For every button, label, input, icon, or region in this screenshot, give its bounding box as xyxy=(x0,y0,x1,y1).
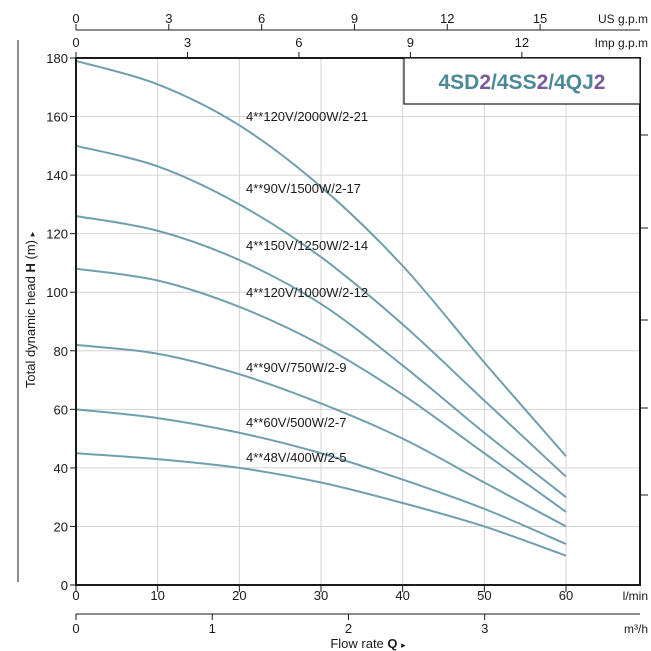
impgpm-tick-label: 0 xyxy=(72,35,79,50)
plot-frame xyxy=(75,57,641,586)
grid xyxy=(76,58,640,585)
lmin-tick-label: 50 xyxy=(477,588,491,603)
m3h-unit-label: m³/h xyxy=(624,622,648,636)
model-title-box: 4SD2/4SS2/4QJ2 xyxy=(403,57,641,105)
m3h-tick-label: 2 xyxy=(345,621,352,636)
curve-label: 4**48V/400W/2-5 xyxy=(246,450,346,465)
model-title-part: 2 xyxy=(537,71,549,94)
model-title-part: /4QJ xyxy=(548,71,594,94)
curve-6 xyxy=(75,408,567,545)
curve-3 xyxy=(75,215,567,498)
lmin-tick-label: 60 xyxy=(559,588,573,603)
labels: 4**120V/2000W/2-21 4**90V/1500W/2-17 4**15… xyxy=(46,11,648,636)
y-axis-title-prefix: Total dynamic head xyxy=(23,273,38,389)
impgpm-tick-label: 12 xyxy=(515,35,529,50)
model-title-frame xyxy=(403,57,641,105)
m3h-tick-label: 0 xyxy=(72,621,79,636)
y-tick-label: 140 xyxy=(46,168,68,183)
lmin-unit-label: l/min xyxy=(623,589,648,603)
x-axis-title-symbol: Q xyxy=(387,636,401,651)
usgpm-tick-label: 9 xyxy=(351,11,358,26)
model-title-part: 4SD xyxy=(439,71,480,94)
usgpm-tick-label: 15 xyxy=(533,11,547,26)
curve-7 xyxy=(75,452,567,557)
usgpm-unit-label: US g.p.m xyxy=(598,12,648,26)
y-axis-title-symbol: H xyxy=(23,263,38,272)
y-tick-label: 180 xyxy=(46,51,68,66)
curve-label: 4**150V/1250W/2-14 xyxy=(246,238,368,253)
usgpm-tick-label: 3 xyxy=(165,11,172,26)
model-title: 4SD2/4SS2/4QJ2 xyxy=(439,71,606,94)
model-title-part: 2 xyxy=(594,71,606,94)
y-tick-label: 20 xyxy=(54,519,68,534)
usgpm-tick-label: 12 xyxy=(440,11,454,26)
y-tick-label: 0 xyxy=(61,578,68,593)
x-axis-arrow-icon: ▸ xyxy=(401,640,406,650)
axes xyxy=(17,24,648,620)
m3h-tick-label: 3 xyxy=(481,621,488,636)
y-tick-label: 60 xyxy=(54,402,68,417)
lmin-tick-label: 0 xyxy=(72,588,79,603)
y-tick-label: 100 xyxy=(46,285,68,300)
model-title-part: 2 xyxy=(479,71,491,94)
model-title-part: /4SS xyxy=(491,71,537,94)
usgpm-tick-label: 6 xyxy=(258,11,265,26)
curve-1 xyxy=(75,59,567,457)
impgpm-tick-label: 6 xyxy=(295,35,302,50)
curve-label: 4**90V/750W/2-9 xyxy=(246,360,346,375)
usgpm-tick-label: 0 xyxy=(72,11,79,26)
y-axis-title-suffix: (m) xyxy=(23,236,38,263)
y-axis-arrow-icon: ▸ xyxy=(27,231,37,236)
m3h-tick-label: 1 xyxy=(209,621,216,636)
curve-label: 4**90V/1500W/2-17 xyxy=(246,181,361,196)
performance-curves xyxy=(75,59,567,557)
y-axis-title: Total dynamic head H (m) ▸ xyxy=(23,231,38,388)
lmin-tick-label: 40 xyxy=(395,588,409,603)
curve-5 xyxy=(75,343,567,528)
impgpm-tick-label: 3 xyxy=(184,35,191,50)
x-axis-title-prefix: Flow rate xyxy=(330,636,387,651)
curve-label: 4**60V/500W/2-7 xyxy=(246,415,346,430)
curve-2 xyxy=(75,144,567,478)
impgpm-unit-label: Imp g.p.m xyxy=(595,36,648,50)
y-tick-label: 40 xyxy=(54,461,68,476)
lmin-tick-label: 10 xyxy=(150,588,164,603)
curve-4 xyxy=(75,267,567,513)
curve-label: 4**120V/1000W/2-12 xyxy=(246,285,368,300)
impgpm-tick-label: 9 xyxy=(407,35,414,50)
lmin-tick-label: 30 xyxy=(314,588,328,603)
x-axis-title: Flow rate Q ▸ xyxy=(330,636,406,651)
lmin-tick-label: 20 xyxy=(232,588,246,603)
y-tick-label: 80 xyxy=(54,344,68,359)
y-tick-label: 160 xyxy=(46,110,68,125)
y-tick-label: 120 xyxy=(46,227,68,242)
curve-label: 4**120V/2000W/2-21 xyxy=(246,109,368,124)
